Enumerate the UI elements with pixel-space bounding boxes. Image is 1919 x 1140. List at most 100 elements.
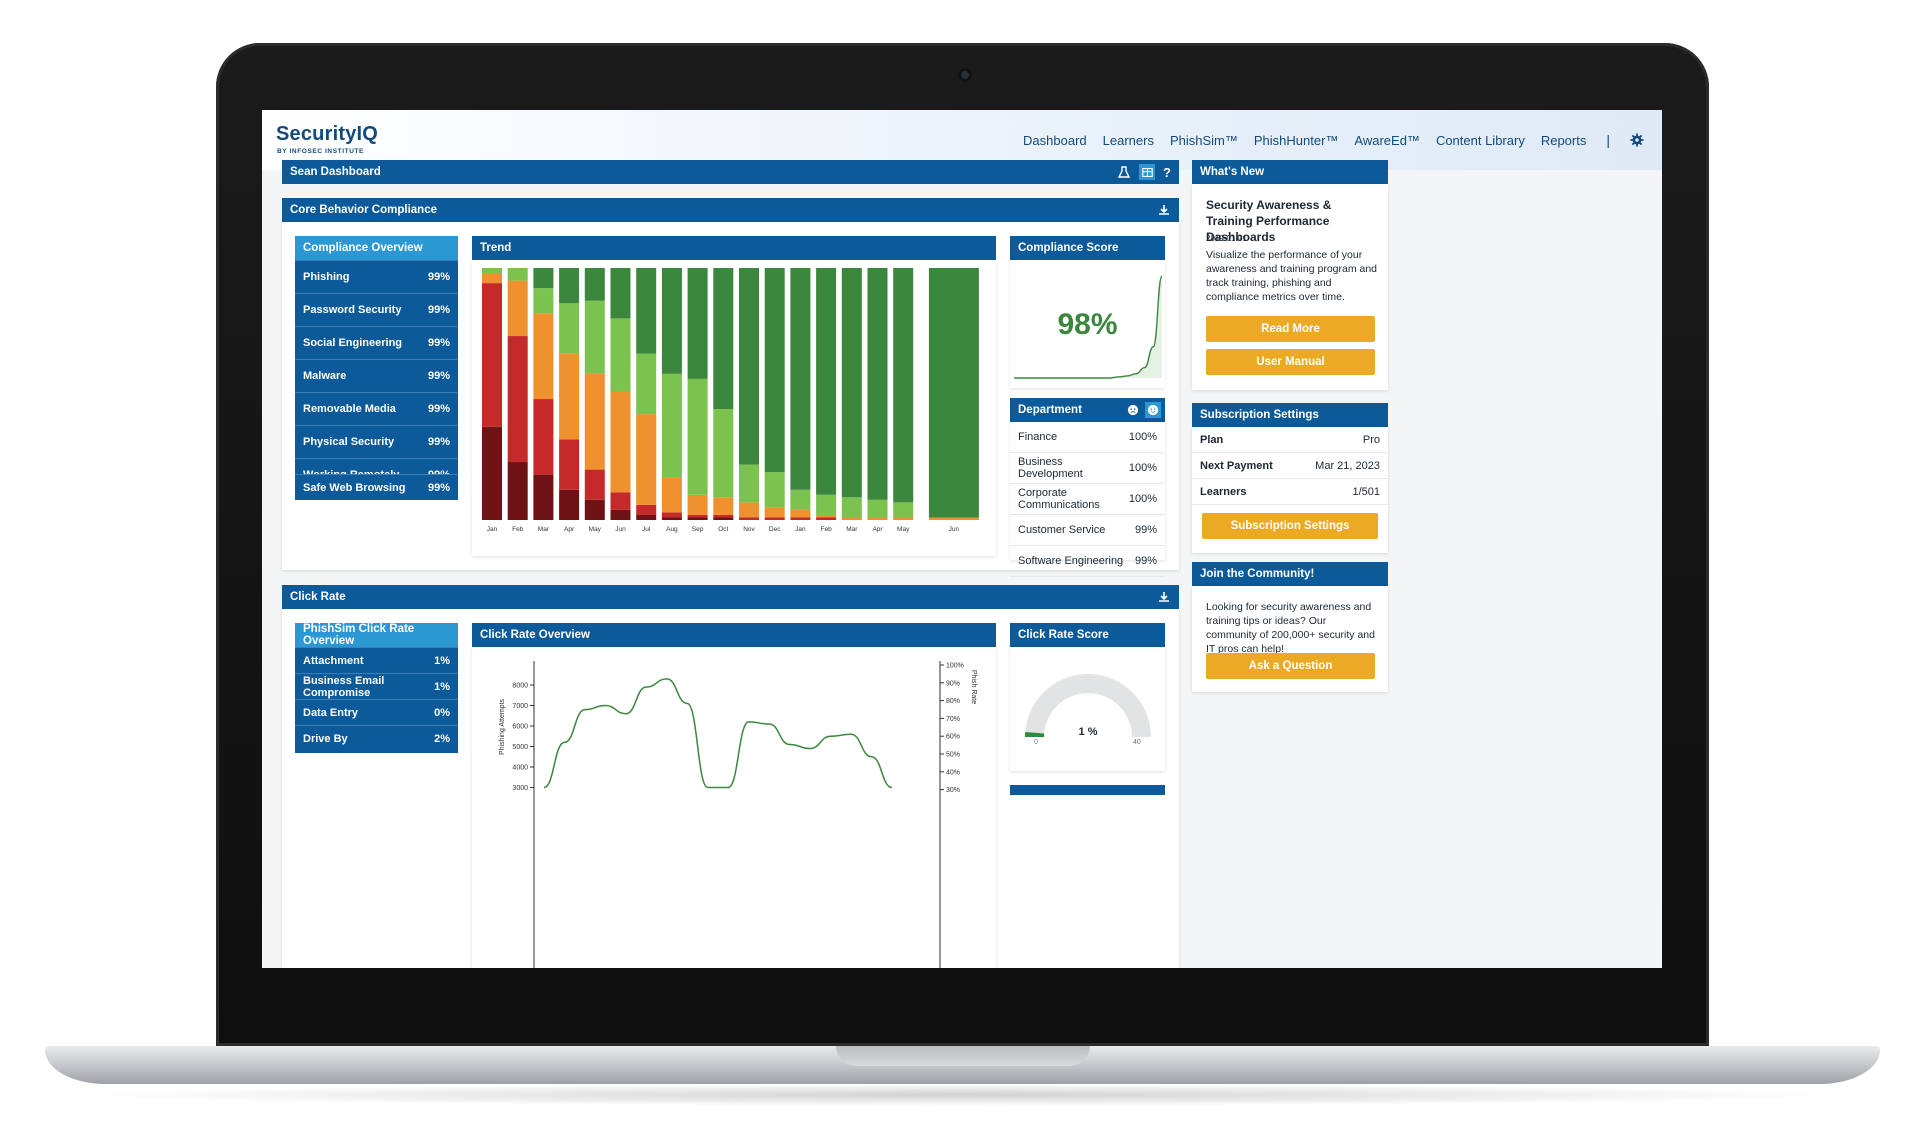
trend-bar-segment: [739, 268, 759, 465]
trend-bar-segment: [764, 268, 785, 473]
whats-new-card: Security Awareness & Training Performanc…: [1192, 184, 1388, 390]
gauge-min: 0: [1034, 739, 1038, 746]
trend-bar-segment: [507, 462, 528, 520]
trend-bar-segment: [636, 353, 657, 415]
y2-tick-label: 30%: [946, 787, 960, 794]
list-item[interactable]: Drive By 2%: [295, 725, 458, 751]
list-item[interactable]: Business Email Compromise 1%: [295, 673, 458, 699]
trend-bar-segment: [610, 268, 631, 319]
trend-bar-segment: [893, 502, 914, 518]
list-item[interactable]: Safe Web Browsing 99%: [295, 474, 458, 500]
click-overview-title: PhishSim Click Rate Overview: [303, 623, 415, 647]
x-tick-label: Aug: [666, 526, 678, 533]
trend-bar-segment: [687, 378, 708, 495]
click-department-header: [1010, 785, 1165, 795]
sparkline-line: [1014, 275, 1163, 379]
trend-bar-segment: [507, 336, 528, 463]
download-icon[interactable]: [1157, 203, 1171, 217]
trend-title: Trend: [480, 242, 512, 254]
click-rate-gauge: [1025, 674, 1151, 737]
trend-bar-segment: [816, 494, 837, 515]
nav-reports[interactable]: Reports: [1540, 132, 1587, 148]
ask-question-button[interactable]: Ask a Question: [1206, 653, 1375, 679]
list-item[interactable]: Physical Security 99%: [295, 425, 458, 458]
trend-bar-segment: [841, 268, 862, 498]
trend-bar-segment: [893, 517, 914, 520]
trend-bar-segment: [636, 414, 657, 505]
x-tick-label: Jun: [949, 526, 960, 533]
main-nav: Dashboard Learners PhishSim™ PhishHunter…: [1007, 132, 1644, 148]
user-manual-button[interactable]: User Manual: [1206, 349, 1375, 375]
list-item[interactable]: Social Engineering 99%: [295, 326, 458, 359]
whats-new-body: Visualize the performance of your awaren…: [1206, 249, 1378, 303]
frown-face-icon[interactable]: [1127, 404, 1139, 416]
nav-dashboard[interactable]: Dashboard: [1023, 132, 1087, 148]
list-item[interactable]: Data Entry 0%: [295, 699, 458, 725]
subscription-card: Plan Pro Next Payment Mar 21, 2023 Learner…: [1192, 427, 1388, 553]
trend-bar-segment: [584, 469, 605, 500]
department-row[interactable]: Finance 100%: [1010, 422, 1165, 453]
list-item[interactable]: Removable Media 99%: [295, 392, 458, 425]
x-tick-label: Nov: [743, 526, 755, 533]
department-row[interactable]: Business Development 100%: [1010, 453, 1165, 484]
trend-bar-segment: [713, 514, 734, 518]
download-icon[interactable]: [1157, 590, 1171, 604]
click-rate-header: Click Rate: [282, 585, 1179, 609]
click-rate-chart: Phishing Attempts Phish Rate 8000 7000 6000 5…: [499, 661, 977, 968]
x-tick-label: Feb: [820, 526, 832, 533]
trend-bar-segment: [687, 517, 708, 520]
nav-learners[interactable]: Learners: [1102, 132, 1154, 148]
nav-content-library[interactable]: Content Library: [1435, 132, 1525, 148]
core-behavior-title: Core Behavior Compliance: [290, 204, 437, 216]
y-tick-label: 3000: [512, 785, 528, 792]
trend-bar-segment: [790, 517, 811, 520]
read-more-button[interactable]: Read More: [1206, 316, 1375, 342]
click-rate-title: Click Rate: [290, 591, 346, 603]
click-chart-title: Click Rate Overview: [480, 629, 590, 641]
department-row[interactable]: Customer Service 99%: [1010, 515, 1165, 546]
department-row[interactable]: Software Engineering 99%: [1010, 546, 1165, 577]
gauge-max: 40: [1133, 739, 1141, 746]
help-icon[interactable]: ?: [1163, 164, 1171, 180]
list-item[interactable]: Malware 99%: [295, 359, 458, 392]
trend-bar-segment: [790, 268, 811, 490]
subscription-header: Subscription Settings: [1192, 403, 1388, 427]
grid-view-icon[interactable]: [1139, 164, 1156, 180]
list-item[interactable]: Attachment 1%: [295, 647, 458, 673]
trend-bar-segment: [841, 497, 862, 518]
trend-bar-segment: [533, 399, 554, 475]
compliance-overview-list-tail: Safe Web Browsing 99%: [295, 474, 458, 500]
gauge-fill: [1025, 732, 1045, 737]
compliance-overview-header: Compliance Overview: [295, 236, 458, 260]
trend-bar-segment: [816, 514, 837, 518]
x-tick-label: Feb: [512, 526, 524, 533]
trend-bar-segment: [816, 268, 837, 495]
nav-phishhunter[interactable]: PhishHunter™: [1253, 132, 1339, 148]
community-card: Looking for security awareness and train…: [1192, 586, 1388, 692]
nav-awareed[interactable]: AwareEd™: [1354, 132, 1420, 148]
trend-bar-segment: [559, 439, 580, 490]
trend-bar-segment: [661, 477, 682, 513]
trend-bar-segment: [636, 514, 657, 520]
department-row[interactable]: Corporate Communications 100%: [1010, 484, 1165, 515]
logo[interactable]: SecurityIQ: [276, 123, 379, 145]
trend-bar-segment: [739, 517, 759, 520]
y-tick-label: 5000: [512, 744, 528, 751]
y-tick-label: 6000: [512, 724, 528, 731]
list-item[interactable]: Password Security 99%: [295, 293, 458, 326]
nav-phishsim[interactable]: PhishSim™: [1169, 132, 1238, 148]
trend-bar-segment: [610, 318, 631, 392]
trend-bar-segment: [482, 283, 502, 427]
trend-bar-segment: [610, 391, 631, 493]
gear-icon[interactable]: [1630, 133, 1644, 147]
laptop-notch: [836, 1046, 1090, 1066]
click-overview-header: PhishSim Click Rate Overview: [295, 623, 458, 647]
click-chart-header: Click Rate Overview: [472, 623, 996, 647]
y-tick-label: 7000: [512, 703, 528, 710]
list-item[interactable]: Phishing 99%: [295, 260, 458, 293]
x-tick-label: Jan: [487, 526, 498, 533]
smile-face-icon[interactable]: [1145, 402, 1161, 418]
subscription-settings-button[interactable]: Subscription Settings: [1202, 513, 1378, 539]
flask-icon[interactable]: [1117, 165, 1131, 179]
trend-bar-segment: [790, 509, 811, 518]
